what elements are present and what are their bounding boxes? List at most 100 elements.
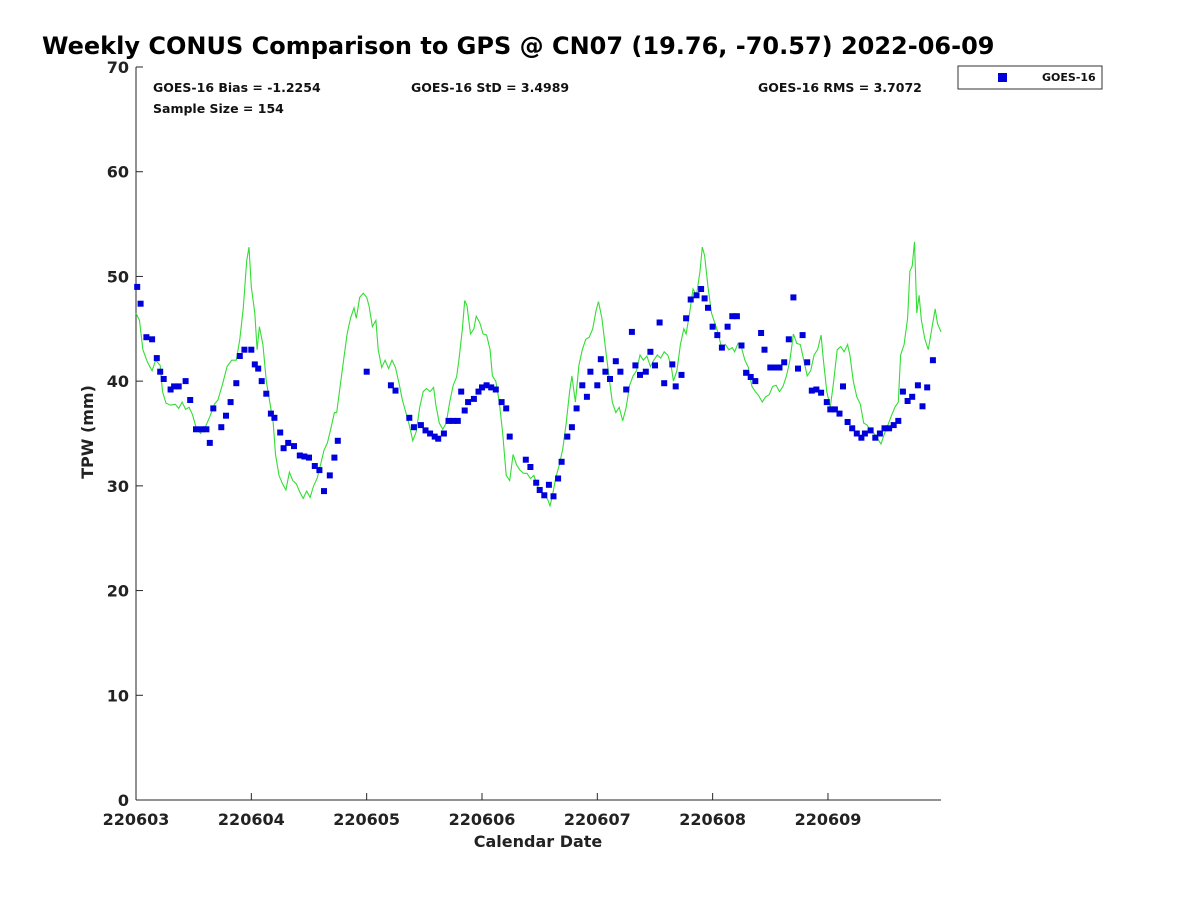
goes-data-point bbox=[153, 355, 160, 362]
goes-data-point bbox=[550, 493, 557, 500]
goes-data-point bbox=[747, 374, 754, 380]
goes-data-point bbox=[813, 386, 820, 393]
goes-data-point bbox=[406, 414, 413, 421]
x-tick-label: 220606 bbox=[449, 810, 516, 829]
goes-data-point bbox=[861, 430, 868, 437]
goes-data-point bbox=[647, 348, 654, 355]
goes-data-point bbox=[597, 356, 604, 363]
goes-data-point bbox=[886, 425, 893, 432]
chart-title: Weekly CONUS Comparison to GPS @ CN07 (1… bbox=[42, 32, 994, 60]
goes-data-point bbox=[193, 426, 199, 433]
goes-data-point bbox=[291, 443, 297, 450]
goes-data-point bbox=[210, 405, 217, 412]
plot-area: 0 10 20 30 40 50 60 70 220603 220604 220605 220606… bbox=[103, 58, 942, 829]
goes-data-point bbox=[827, 406, 834, 413]
goes-data-point bbox=[483, 382, 490, 389]
goes-data-point bbox=[904, 398, 911, 404]
goes-data-point bbox=[867, 427, 874, 434]
goes-data-point bbox=[808, 387, 815, 394]
goes-data-point bbox=[607, 376, 613, 382]
y-tick-label: 40 bbox=[107, 372, 129, 391]
x-tick-label: 220604 bbox=[218, 810, 285, 829]
goes-data-point bbox=[427, 430, 434, 437]
goes-data-point bbox=[818, 389, 825, 396]
goes-data-point bbox=[587, 368, 594, 375]
gps-series-line bbox=[135, 241, 942, 508]
legend-box bbox=[957, 65, 1103, 90]
goes-data-point bbox=[733, 313, 740, 320]
goes-data-point bbox=[248, 346, 255, 353]
y-tick-label: 70 bbox=[107, 58, 129, 77]
goes-data-point bbox=[187, 397, 194, 403]
stat-std: GOES-16 StD = 3.4989 bbox=[411, 80, 569, 95]
goes-data-point bbox=[612, 358, 619, 365]
goes-data-point bbox=[326, 472, 333, 479]
goes-data-point bbox=[771, 364, 778, 371]
goes-data-point bbox=[157, 368, 164, 375]
goes-data-point bbox=[858, 434, 865, 441]
y-tick-label: 60 bbox=[107, 163, 129, 182]
goes-data-point bbox=[853, 430, 860, 437]
goes-data-point bbox=[718, 344, 725, 351]
goes-data-point bbox=[840, 383, 846, 390]
goes-data-point bbox=[450, 417, 457, 424]
goes-data-point bbox=[678, 371, 685, 378]
goes-data-point bbox=[555, 475, 562, 482]
goes-data-point bbox=[218, 424, 225, 431]
goes-data-point bbox=[683, 315, 690, 322]
goes-data-point bbox=[470, 395, 477, 402]
goes-data-point bbox=[431, 433, 438, 440]
y-tick-label: 10 bbox=[107, 686, 129, 705]
goes-data-point bbox=[143, 334, 150, 341]
goes-data-point bbox=[743, 369, 750, 376]
goes-data-point bbox=[422, 427, 429, 434]
goes-data-point bbox=[440, 430, 447, 437]
goes-data-point bbox=[203, 426, 210, 433]
goes-data-point bbox=[637, 371, 643, 378]
goes-data-point bbox=[533, 479, 540, 486]
legend-label-goes: GOES-16 bbox=[1042, 71, 1096, 84]
goes-data-point bbox=[223, 412, 229, 419]
goes-data-point bbox=[687, 296, 694, 303]
goes-data-point bbox=[198, 426, 205, 433]
goes-data-point bbox=[632, 362, 639, 369]
goes-data-point bbox=[233, 380, 240, 387]
goes-data-point bbox=[724, 323, 731, 330]
x-tick-label: 220607 bbox=[564, 810, 631, 829]
goes-data-point bbox=[558, 458, 565, 465]
goes-data-point bbox=[488, 384, 495, 391]
goes-data-point bbox=[831, 406, 838, 413]
goes-data-point bbox=[628, 328, 635, 335]
goes-data-point bbox=[914, 382, 921, 389]
stat-sample-size: Sample Size = 154 bbox=[153, 101, 284, 116]
goes-data-point bbox=[602, 368, 609, 375]
goes-data-point bbox=[387, 382, 394, 389]
goes-data-point bbox=[781, 359, 788, 366]
goes-data-point bbox=[251, 361, 258, 368]
x-tick-label: 220603 bbox=[103, 810, 170, 829]
y-axis-label: TPW (mm) bbox=[78, 385, 97, 479]
goes-data-point bbox=[594, 382, 601, 389]
legend: GOES-16 bbox=[957, 65, 1103, 90]
goes-data-point bbox=[909, 393, 916, 400]
goes-data-point bbox=[277, 429, 284, 436]
goes-data-point bbox=[306, 454, 312, 461]
y-tick-label: 0 bbox=[118, 791, 129, 810]
goes-data-point bbox=[776, 364, 783, 371]
goes-data-point bbox=[890, 422, 897, 429]
goes-data-point bbox=[175, 383, 182, 390]
goes-data-point bbox=[541, 492, 548, 499]
goes-data-point bbox=[321, 488, 327, 495]
goes-data-point bbox=[895, 417, 902, 424]
goes-data-point bbox=[475, 388, 482, 395]
goes-data-point bbox=[758, 330, 765, 336]
goes-data-point bbox=[410, 424, 417, 431]
goes-data-point bbox=[267, 410, 274, 417]
y-tick-label: 20 bbox=[107, 582, 129, 601]
goes-data-point bbox=[392, 387, 399, 394]
y-ticks: 0 10 20 30 40 50 60 70 bbox=[107, 58, 143, 810]
goes-data-point bbox=[255, 365, 262, 372]
goes-data-point bbox=[465, 399, 472, 406]
y-tick-label: 50 bbox=[107, 267, 129, 286]
